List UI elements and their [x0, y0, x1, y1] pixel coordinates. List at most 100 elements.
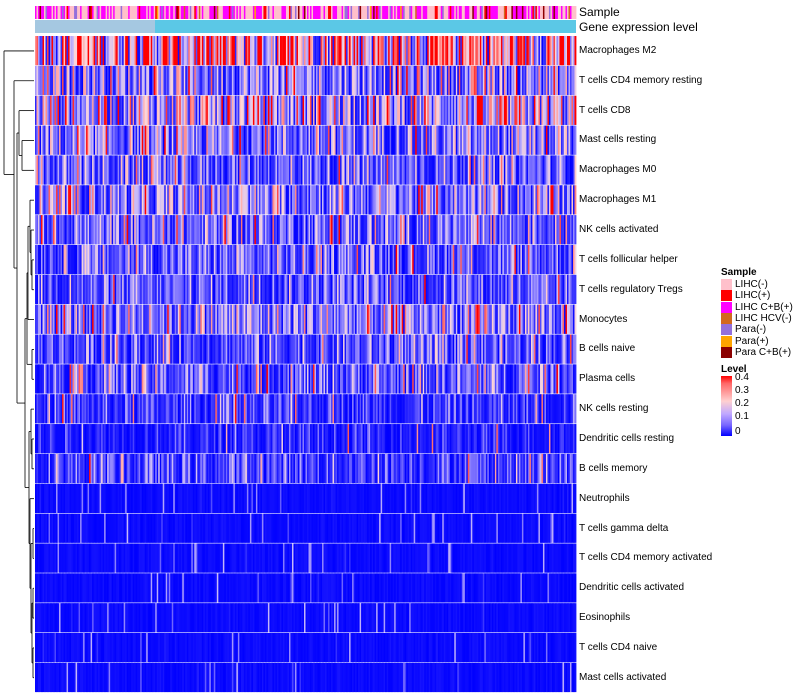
- heatmap-cell: [222, 334, 225, 364]
- heatmap-cell: [219, 364, 222, 394]
- heatmap-cell: [355, 364, 357, 394]
- heatmap-cell: [156, 394, 159, 424]
- sample-cell: [263, 6, 266, 19]
- heatmap-cell: [45, 364, 48, 394]
- heatmap-cell: [92, 215, 95, 245]
- heatmap-cell: [188, 394, 191, 424]
- heatmap-cell: [203, 215, 206, 245]
- heatmap-cell: [87, 95, 90, 125]
- heatmap-cell: [409, 215, 412, 245]
- heatmap-cell: [340, 36, 342, 66]
- heatmap-cell: [108, 125, 111, 155]
- heatmap-cell: [123, 65, 126, 96]
- heatmap-cell: [74, 95, 76, 125]
- heatmap-cell: [305, 95, 308, 125]
- heatmap-cell: [191, 36, 194, 66]
- sample-cell: [307, 6, 309, 19]
- heatmap-cell: [386, 364, 389, 394]
- heatmap-cell: [287, 304, 290, 334]
- heatmap-cell: [341, 95, 344, 125]
- heatmap-cell: [263, 36, 266, 66]
- heatmap-cell: [325, 334, 327, 364]
- heatmap-cell: [254, 215, 257, 245]
- heatmap-cell: [294, 364, 297, 394]
- heatmap-cell: [415, 364, 418, 394]
- heatmap-cell: [108, 334, 111, 364]
- heatmap-cell: [42, 95, 45, 125]
- heatmap-cell: [374, 215, 377, 245]
- heatmap-cell: [527, 36, 530, 66]
- heatmap-cell: [90, 125, 93, 155]
- sample-cell: [80, 6, 82, 19]
- heatmap-cell: [278, 215, 281, 245]
- heatmap-cell: [137, 364, 140, 394]
- heatmap-cell: [56, 95, 58, 125]
- sample-cell: [224, 6, 227, 19]
- sample-cell: [122, 6, 125, 19]
- heatmap-cell: [538, 36, 541, 66]
- heatmap-cell: [517, 215, 520, 245]
- heatmap-cell: [385, 65, 388, 96]
- heatmap-cell: [313, 125, 315, 155]
- sample-cell: [370, 6, 373, 19]
- heatmap-cell: [490, 334, 493, 364]
- heatmap-cell: [415, 125, 418, 155]
- heatmap-cell: [233, 215, 236, 245]
- heatmap-cell: [180, 155, 183, 185]
- heatmap-cell: [419, 155, 422, 185]
- heatmap-cell: [481, 215, 484, 245]
- heatmap-cell: [174, 155, 177, 185]
- heatmap-cell: [503, 244, 506, 275]
- sample-cell: [48, 6, 51, 19]
- heatmap-cell: [367, 394, 370, 424]
- heatmap-cell: [180, 65, 183, 96]
- heatmap-cell: [168, 185, 171, 215]
- heatmap-cell: [382, 95, 385, 125]
- heatmap-cell: [300, 215, 303, 245]
- heatmap-cell: [122, 185, 125, 215]
- heatmap-cell: [207, 274, 210, 305]
- heatmap-cell: [410, 95, 413, 125]
- heatmap-cell: [276, 274, 279, 305]
- heatmap-cell: [254, 185, 257, 215]
- heatmap-cell: [203, 394, 206, 424]
- heatmap-cell: [485, 244, 488, 275]
- heatmap-cell: [461, 364, 464, 394]
- heatmap-cell: [194, 185, 197, 215]
- heatmap-cell: [57, 244, 60, 275]
- heatmap-cell: [264, 185, 267, 215]
- heatmap-cell: [288, 65, 291, 96]
- heatmap-cell: [144, 304, 147, 334]
- heatmap-cell: [524, 364, 527, 394]
- heatmap-cell: [563, 36, 566, 66]
- heatmap-cell: [437, 304, 440, 334]
- heatmap-cell: [460, 215, 463, 245]
- heatmap-cell: [75, 155, 78, 185]
- heatmap-cell: [273, 125, 276, 155]
- heatmap-cell: [370, 185, 373, 215]
- heatmap-cell: [218, 274, 221, 305]
- heatmap-cell: [168, 155, 171, 185]
- heatmap-cell: [192, 274, 195, 305]
- heatmap-cell: [574, 244, 577, 275]
- heatmap-cell: [440, 274, 443, 305]
- sample-cell: [557, 6, 560, 19]
- heatmap-cell: [266, 244, 269, 275]
- heatmap-cell: [338, 304, 341, 334]
- heatmap-cell: [472, 364, 475, 394]
- heatmap-cell: [415, 36, 418, 66]
- heatmap-cell: [71, 65, 73, 96]
- heatmap-cell: [257, 364, 260, 394]
- heatmap-cell: [146, 215, 149, 245]
- heatmap-cell: [92, 304, 95, 334]
- sample-cell: [267, 6, 270, 19]
- heatmap-cell: [457, 155, 460, 185]
- heatmap-cell: [332, 394, 335, 424]
- heatmap-cell: [467, 185, 470, 215]
- heatmap-cell: [182, 125, 185, 155]
- heatmap-cell: [338, 215, 341, 245]
- heatmap-cell: [364, 125, 367, 155]
- sample-cell: [457, 6, 460, 19]
- heatmap-cell: [161, 95, 164, 125]
- sample-cell: [343, 6, 345, 19]
